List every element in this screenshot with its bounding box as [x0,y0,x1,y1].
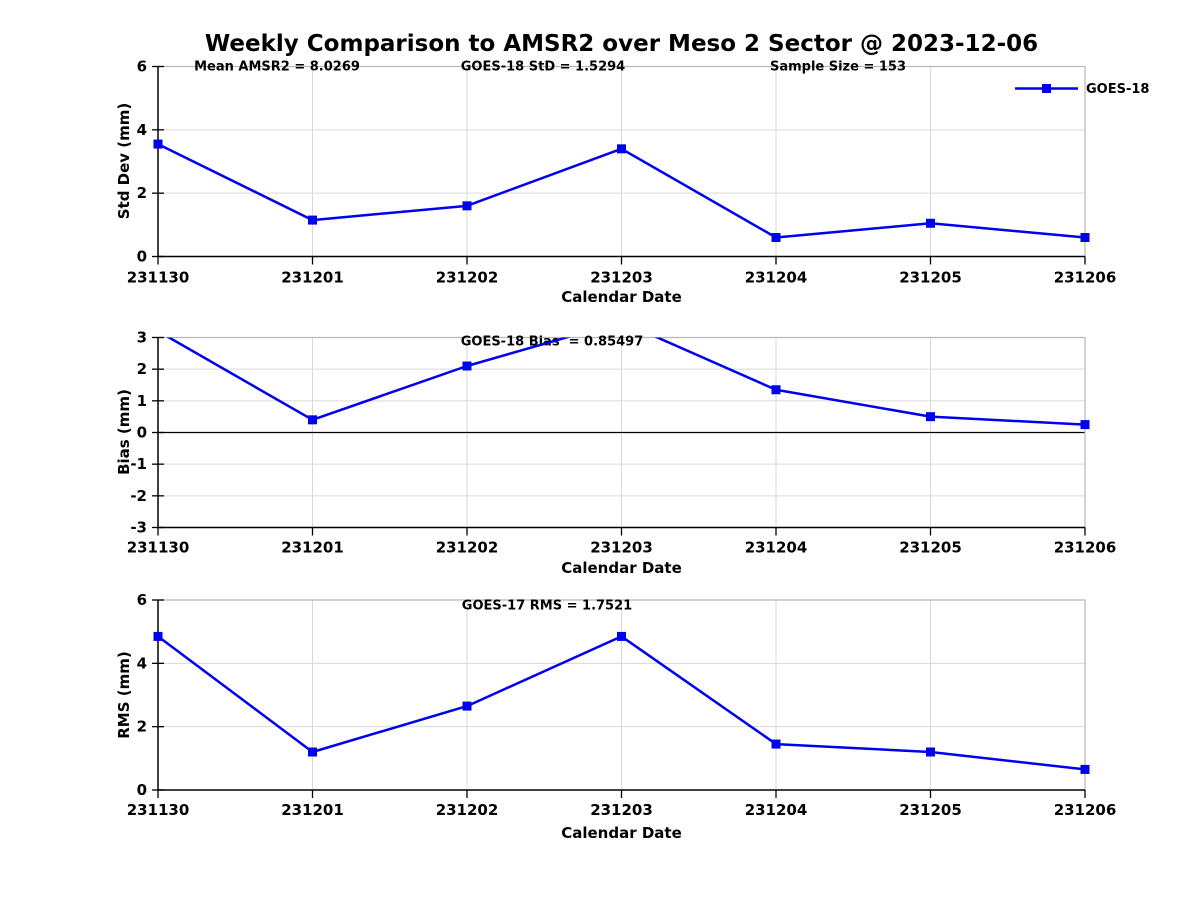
bias-panel: 231130 231201 231202 231203 231204 231205 2312… [127,317,1117,557]
data-point-marker [926,747,935,757]
legend-marker [1042,84,1051,93]
data-point-marker [462,701,472,711]
data-point-marker [617,144,626,154]
x-tick-label: 231206 [1054,269,1117,287]
x-tick-label: 231202 [436,269,499,287]
x-tick-label: 231202 [436,801,499,819]
y-tick-label: -2 [130,487,147,505]
x-tick-label: 231204 [745,801,808,819]
annotation: GOES-17 RMS = 1.7521 [462,599,632,614]
data-point-marker [308,747,317,757]
x-tick-label: 231206 [1054,539,1117,557]
data-point-marker [926,218,935,228]
data-point-marker [771,739,781,749]
data-point-marker [771,385,781,395]
y-tick-label: 2 [137,184,147,202]
x-tick-label: 231202 [436,539,499,557]
y-tick-label: 0 [137,248,147,266]
y-tick-label: 6 [137,591,147,609]
y-tick-label: 3 [137,329,147,347]
y-tick-label: 0 [137,424,147,442]
data-point-marker [771,233,781,242]
x-tick-label: 231205 [899,801,962,819]
legend: GOES-18 [1015,82,1149,97]
data-point-marker [308,415,317,425]
y-tick-label: -3 [130,519,147,537]
data-point-marker [617,631,626,641]
data-point-marker [153,631,163,641]
x-axis-label-std-dev: Calendar Date [561,288,682,306]
annotation: Sample Size = 153 [770,60,906,75]
data-point-marker [308,215,317,225]
axes-box [158,336,1086,528]
data-point-marker [1080,420,1090,430]
x-tick-label: 231204 [745,539,808,557]
axes-box [158,65,1086,257]
x-tick-label: 231203 [590,269,653,287]
y-axis-label-std-dev: Std Dev (mm) [115,102,133,220]
y-axis-label-bias: Bias (mm) [115,389,133,475]
data-point-marker [1080,764,1090,774]
x-tick-label: 231130 [127,539,190,557]
x-tick-label: 231201 [281,269,344,287]
data-point-marker [926,412,935,422]
y-tick-label: 4 [137,121,147,139]
y-axis-label-rms: RMS (mm) [115,651,133,739]
y-tick-label: 2 [137,360,147,378]
x-tick-label: 231201 [281,801,344,819]
data-point-marker [617,317,626,326]
y-tick-label: 2 [137,718,147,736]
x-tick-label: 231204 [745,269,808,287]
x-tick-label: 231203 [590,801,653,819]
axes-box [158,599,1086,790]
x-tick-label: 231130 [127,269,190,287]
chart-title: Weekly Comparison to AMSR2 over Meso 2 S… [204,31,1039,57]
x-tick-label: 231201 [281,539,344,557]
data-point-marker [154,327,163,336]
y-tick-label: 6 [137,58,147,76]
x-tick-label: 231206 [1054,801,1117,819]
y-tick-label: 4 [137,654,147,672]
x-tick-label: 231205 [899,269,962,287]
x-tick-label: 231130 [127,801,190,819]
y-tick-label: -1 [130,455,147,473]
x-axis-label-bias: Calendar Date [561,559,682,577]
std-dev-panel: 231130 231201 231202 231203 231204 231205 2312… [127,58,1150,287]
data-point-marker [462,201,472,211]
y-tick-label: 0 [137,781,147,799]
y-tick-label: 1 [137,392,147,410]
x-axis-label-rms: Calendar Date [561,824,682,842]
data-point-marker [153,139,163,149]
legend-label: GOES-18 [1086,82,1149,97]
data-point-marker [1080,233,1090,242]
rms-panel: 231130 231201 231202 231203 231204 231205 2312… [127,591,1117,819]
x-tick-label: 231203 [590,539,653,557]
annotation: GOES-18 StD = 1.5294 [461,60,625,75]
data-point-marker [462,361,472,371]
x-tick-label: 231205 [899,539,962,557]
annotation: Mean AMSR2 = 8.0269 [194,60,360,75]
